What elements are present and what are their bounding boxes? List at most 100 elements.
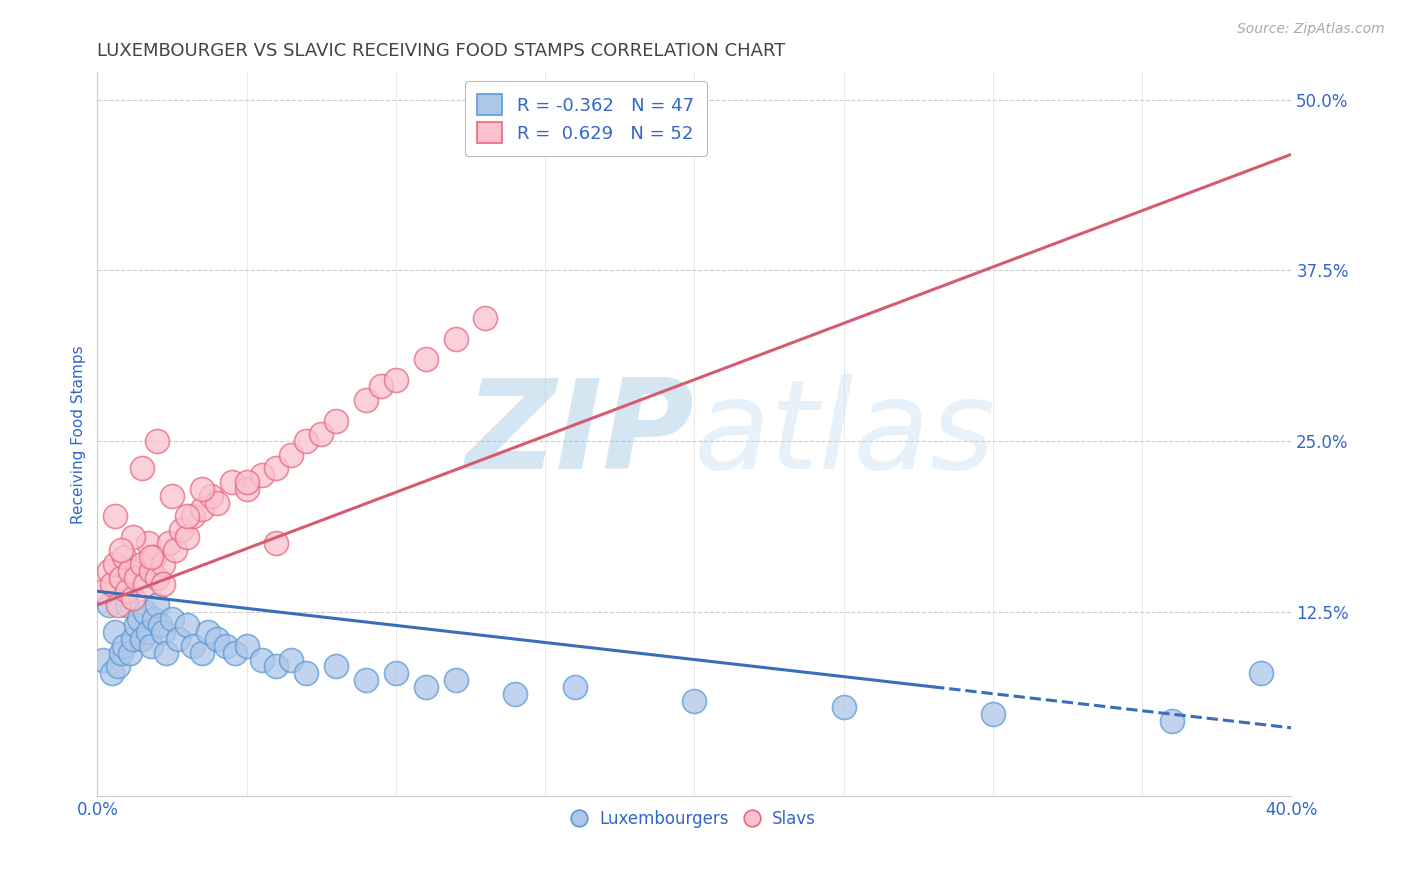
- Point: [115, 584, 138, 599]
- Point: [444, 332, 467, 346]
- Point: [160, 489, 183, 503]
- Point: [1161, 714, 1184, 728]
- Point: [354, 393, 377, 408]
- Point: [146, 598, 169, 612]
- Point: [91, 584, 114, 599]
- Point: [143, 550, 166, 565]
- Point: [832, 700, 855, 714]
- Point: [122, 530, 145, 544]
- Point: [152, 625, 174, 640]
- Point: [370, 379, 392, 393]
- Point: [120, 646, 142, 660]
- Point: [125, 618, 148, 632]
- Point: [176, 530, 198, 544]
- Point: [131, 461, 153, 475]
- Text: ZIP: ZIP: [465, 374, 695, 495]
- Point: [235, 475, 257, 489]
- Point: [98, 598, 121, 612]
- Point: [104, 557, 127, 571]
- Point: [104, 509, 127, 524]
- Point: [112, 639, 135, 653]
- Point: [152, 557, 174, 571]
- Point: [167, 632, 190, 646]
- Point: [110, 571, 132, 585]
- Point: [325, 414, 347, 428]
- Point: [155, 646, 177, 660]
- Point: [503, 687, 526, 701]
- Point: [115, 598, 138, 612]
- Point: [385, 373, 408, 387]
- Point: [205, 495, 228, 509]
- Point: [101, 577, 124, 591]
- Point: [143, 611, 166, 625]
- Point: [107, 598, 129, 612]
- Text: LUXEMBOURGER VS SLAVIC RECEIVING FOOD STAMPS CORRELATION CHART: LUXEMBOURGER VS SLAVIC RECEIVING FOOD ST…: [97, 42, 786, 60]
- Point: [295, 434, 318, 448]
- Point: [170, 523, 193, 537]
- Point: [107, 659, 129, 673]
- Point: [125, 571, 148, 585]
- Point: [104, 625, 127, 640]
- Point: [266, 536, 288, 550]
- Point: [235, 482, 257, 496]
- Point: [191, 646, 214, 660]
- Point: [110, 646, 132, 660]
- Point: [205, 632, 228, 646]
- Point: [139, 550, 162, 565]
- Point: [224, 646, 246, 660]
- Point: [683, 693, 706, 707]
- Point: [235, 639, 257, 653]
- Point: [250, 468, 273, 483]
- Point: [444, 673, 467, 687]
- Point: [128, 611, 150, 625]
- Point: [215, 639, 238, 653]
- Point: [176, 509, 198, 524]
- Point: [139, 564, 162, 578]
- Point: [157, 536, 180, 550]
- Point: [250, 652, 273, 666]
- Point: [160, 611, 183, 625]
- Point: [163, 543, 186, 558]
- Point: [134, 605, 156, 619]
- Point: [564, 680, 586, 694]
- Point: [112, 550, 135, 565]
- Point: [139, 639, 162, 653]
- Point: [98, 564, 121, 578]
- Point: [152, 577, 174, 591]
- Point: [415, 352, 437, 367]
- Point: [266, 659, 288, 673]
- Point: [146, 434, 169, 448]
- Point: [354, 673, 377, 687]
- Point: [474, 311, 496, 326]
- Point: [101, 666, 124, 681]
- Point: [131, 557, 153, 571]
- Point: [149, 618, 172, 632]
- Point: [181, 509, 204, 524]
- Point: [1250, 666, 1272, 681]
- Point: [981, 707, 1004, 722]
- Point: [122, 591, 145, 606]
- Point: [280, 448, 302, 462]
- Point: [197, 625, 219, 640]
- Text: Source: ZipAtlas.com: Source: ZipAtlas.com: [1237, 22, 1385, 37]
- Point: [110, 543, 132, 558]
- Point: [325, 659, 347, 673]
- Point: [221, 475, 243, 489]
- Point: [280, 652, 302, 666]
- Point: [191, 502, 214, 516]
- Point: [191, 482, 214, 496]
- Point: [146, 571, 169, 585]
- Point: [266, 461, 288, 475]
- Point: [134, 577, 156, 591]
- Point: [309, 427, 332, 442]
- Point: [415, 680, 437, 694]
- Y-axis label: Receiving Food Stamps: Receiving Food Stamps: [72, 345, 86, 524]
- Point: [176, 618, 198, 632]
- Legend: Luxembourgers, Slavs: Luxembourgers, Slavs: [567, 804, 823, 835]
- Point: [122, 632, 145, 646]
- Point: [200, 489, 222, 503]
- Point: [295, 666, 318, 681]
- Point: [136, 625, 159, 640]
- Text: atlas: atlas: [695, 374, 997, 495]
- Point: [181, 639, 204, 653]
